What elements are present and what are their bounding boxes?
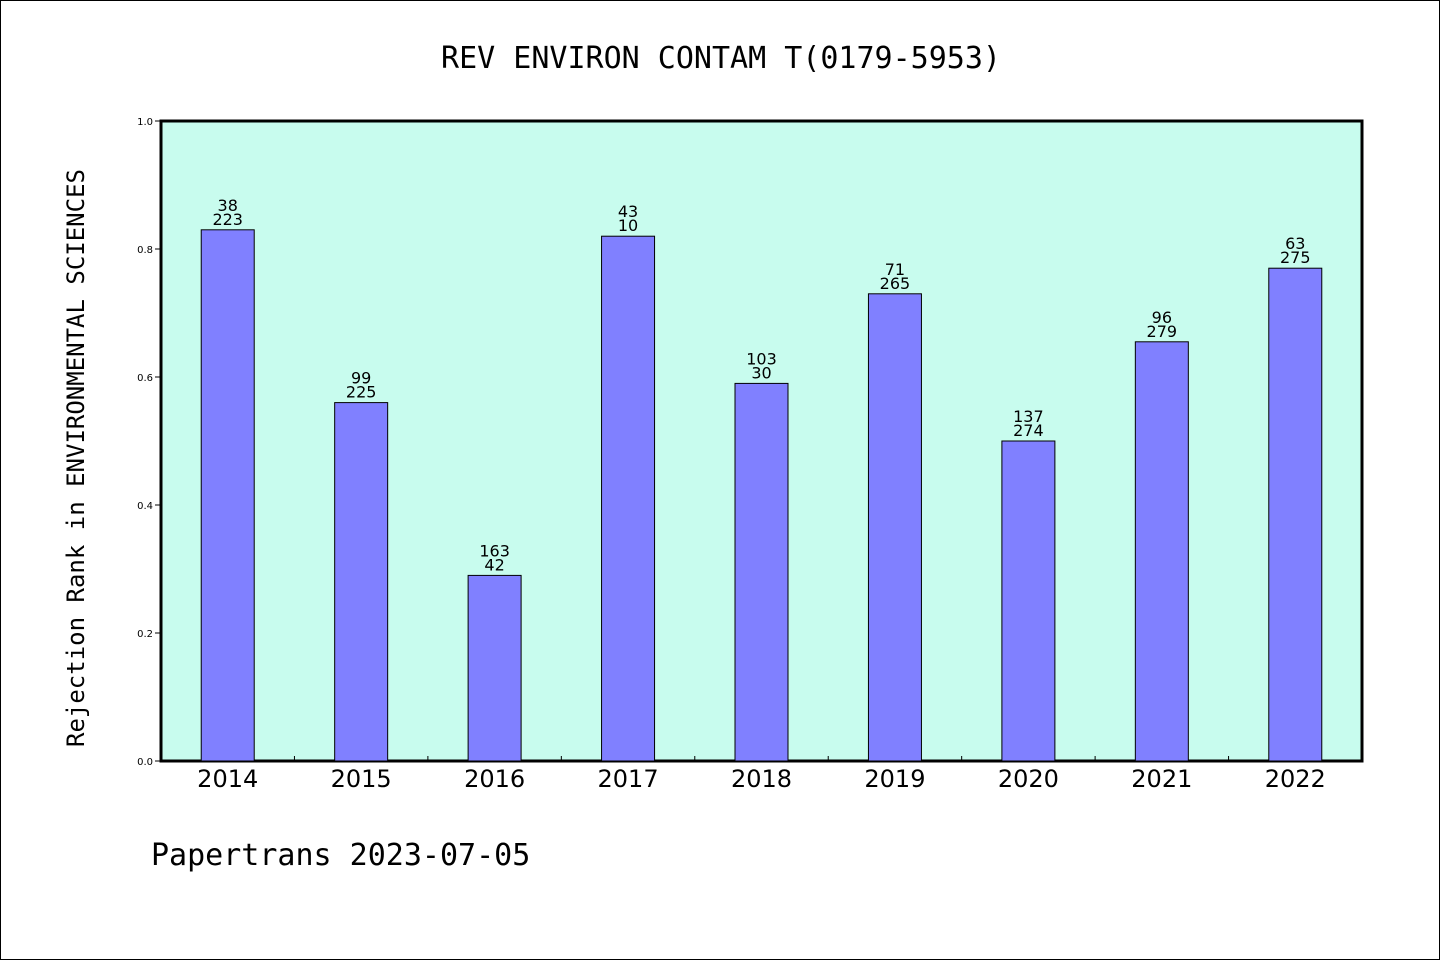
bar-2022 [1268, 267, 1323, 762]
y-tick-label: 1.0 [137, 117, 153, 128]
footer-credit: Papertrans 2023-07-05 [151, 838, 530, 873]
bar-2017 [601, 235, 656, 762]
bar-2016 [467, 574, 522, 762]
bar-label-top: 63 [1285, 234, 1305, 253]
bar-label-bottom: 10 [618, 216, 638, 235]
bar-label-bottom: 42 [484, 555, 504, 574]
bar-label-bottom: 30 [751, 363, 771, 382]
y-axis-label: Rejection Rank in ENVIRONMENTAL SCIENCES [62, 169, 90, 747]
bar-label-bottom: 223 [212, 210, 243, 229]
bar-label-bottom: 274 [1013, 421, 1044, 440]
y-tick-label: 0.6 [137, 373, 153, 384]
x-axis: 2014 2015 2016 2017 2018 2019 2020 2021 2022 [197, 756, 1326, 793]
x-tick-label: 2022 [1265, 765, 1326, 793]
chart-title: REV ENVIRON CONTAM T(0179-5953) [441, 41, 1001, 76]
bar-2018 [734, 382, 789, 762]
x-tick-label: 2016 [464, 765, 525, 793]
y-tick-label: 0.2 [137, 629, 153, 640]
x-tick-label: 2021 [1131, 765, 1192, 793]
bar-label-top: 103 [746, 349, 777, 368]
bar-label-bottom: 265 [880, 274, 911, 293]
bar-label-bottom: 225 [346, 383, 377, 402]
bar-label-top: 163 [479, 541, 510, 560]
bars-group [200, 229, 1323, 762]
x-tick-label: 2018 [731, 765, 792, 793]
y-axis: 0.0 0.2 0.4 0.6 0.8 1.0 [137, 117, 161, 768]
x-tick-label: 2020 [998, 765, 1059, 793]
x-tick-label: 2019 [864, 765, 925, 793]
bar-2015 [334, 402, 389, 762]
bar-2019 [867, 293, 922, 762]
bar-2014 [200, 229, 255, 762]
y-tick-label: 0.4 [137, 501, 153, 512]
bar-label-top: 38 [218, 196, 238, 215]
bar-label-bottom: 275 [1280, 248, 1311, 267]
bar-label-top: 71 [885, 260, 905, 279]
bar-2020 [1001, 440, 1056, 762]
bar-label-top: 43 [618, 202, 638, 221]
bar-label-bottom: 279 [1147, 322, 1178, 341]
x-tick-label: 2015 [331, 765, 392, 793]
y-tick-label: 0.8 [137, 245, 153, 256]
y-tick-label: 0.0 [137, 757, 153, 768]
bar-label-top: 96 [1152, 308, 1172, 327]
x-tick-label: 2014 [197, 765, 258, 793]
x-tick-label: 2017 [598, 765, 659, 793]
bar-label-top: 99 [351, 369, 371, 388]
bar-2021 [1134, 341, 1189, 762]
bar-label-top: 137 [1013, 407, 1044, 426]
